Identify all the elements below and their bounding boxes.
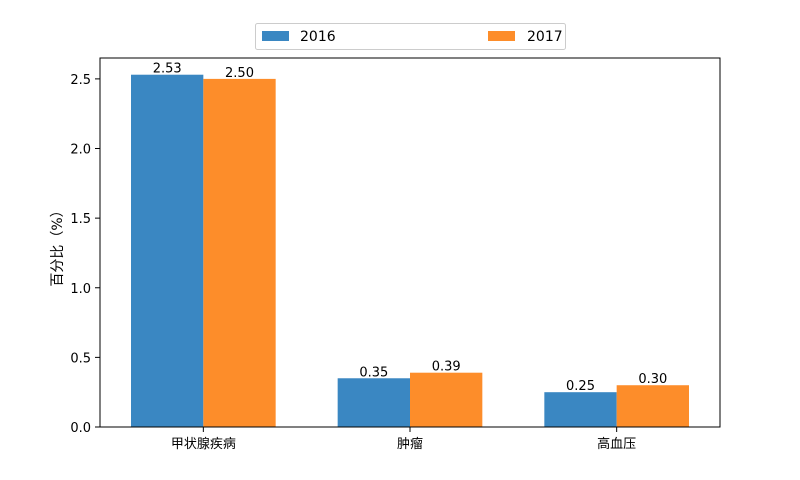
- legend-swatch-2016: [262, 31, 289, 41]
- y-tick-label: 1.0: [70, 282, 91, 297]
- bar-2017-3: [617, 385, 689, 427]
- bar-value-label: 0.35: [359, 365, 388, 380]
- bar-2017-2: [410, 373, 482, 427]
- bar-value-label: 2.50: [225, 66, 254, 81]
- y-tick-label: 1.5: [70, 212, 91, 227]
- y-tick-label: 2.5: [70, 73, 91, 88]
- bar-value-label: 0.39: [432, 360, 461, 375]
- bar-value-label: 2.53: [153, 62, 182, 77]
- x-tick-label: 甲状腺疾病: [171, 437, 236, 452]
- y-tick-label: 2.0: [70, 143, 91, 158]
- y-tick-label: 0.5: [70, 351, 91, 366]
- x-tick-label: 肿瘤: [397, 436, 423, 452]
- plot-area: 2.53 2.50 甲状腺疾病 0.35 0.39 肿瘤 0.25 0.30 高血压 0.0 0.5…: [70, 58, 720, 452]
- legend: 2016 2017: [256, 24, 566, 50]
- bar-2016-3: [544, 392, 616, 427]
- x-tick-label: 高血压: [597, 436, 636, 452]
- legend-label-2016: 2016: [300, 29, 336, 45]
- legend-swatch-2017: [488, 31, 515, 41]
- bar-2016-2: [338, 378, 410, 427]
- legend-label-2017: 2017: [527, 29, 563, 45]
- y-tick-label: 0.0: [70, 421, 91, 436]
- bar-value-label: 0.25: [566, 379, 595, 394]
- bar-2017-1: [203, 79, 275, 427]
- bar-2016-1: [131, 75, 203, 427]
- bar-value-label: 0.30: [638, 372, 667, 387]
- y-axis-title: 百分比（%）: [50, 203, 66, 286]
